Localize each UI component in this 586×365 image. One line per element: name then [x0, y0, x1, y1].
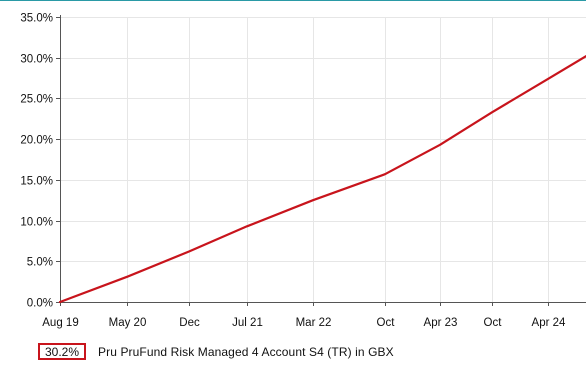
- x-tick-label: Jul 21: [232, 317, 263, 329]
- series-line: [58, 55, 586, 304]
- legend-series-label: Pru PruFund Risk Managed 4 Account S4 (T…: [98, 344, 394, 359]
- y-tick-label: 20.0%: [20, 135, 53, 147]
- y-tick-label: 0.0%: [27, 298, 53, 310]
- y-tick-label: 10.0%: [20, 217, 53, 229]
- legend-last-value: 30.2%: [38, 343, 87, 360]
- legend: 30.2% Pru PruFund Risk Managed 4 Account…: [38, 343, 394, 360]
- y-tick-label: 35.0%: [20, 13, 53, 25]
- y-tick-label: 15.0%: [20, 176, 53, 188]
- x-tick-label: Aug 19: [42, 317, 78, 329]
- x-tick-label: Mar 22: [296, 317, 332, 329]
- x-tick-label: Apr 23: [424, 317, 458, 329]
- y-tick-label: 5.0%: [27, 257, 53, 269]
- x-tick-label: May 20: [109, 317, 147, 329]
- x-tick-label: Apr 24: [532, 317, 566, 329]
- x-tick-label: Oct: [484, 317, 503, 329]
- x-tick-label: Dec: [179, 317, 200, 329]
- y-tick-label: 30.0%: [20, 54, 53, 66]
- y-tick-label: 25.0%: [20, 94, 53, 106]
- x-tick-label: Oct: [377, 317, 396, 329]
